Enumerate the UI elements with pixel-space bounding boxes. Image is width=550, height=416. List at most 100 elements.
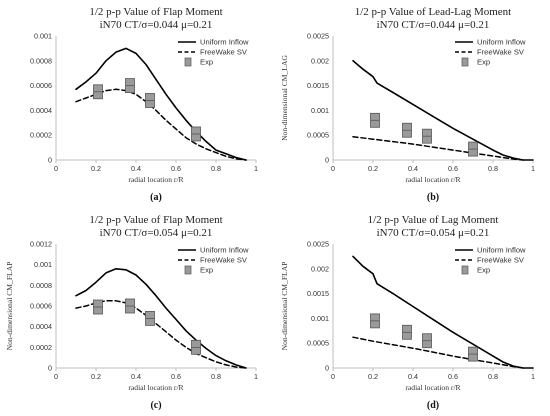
legend-marker-exp: [461, 265, 469, 275]
x-axis-label: radial location r/R: [405, 383, 461, 392]
x-tick-label: 1: [254, 372, 258, 381]
x-tick-label: 0.4: [408, 164, 418, 173]
exp-marker: [145, 311, 155, 326]
legend-label: Exp: [477, 266, 490, 275]
x-tick-label: 1: [531, 372, 535, 381]
y-tick-label: 0.0006: [30, 81, 52, 90]
exp-marker: [422, 128, 432, 144]
legend-label: Uniform Inflow: [200, 38, 249, 47]
exp-marker: [125, 78, 135, 93]
legend-label: Exp: [200, 266, 213, 275]
exp-marker: [370, 112, 380, 128]
panel-label: (b): [427, 192, 439, 203]
exp-marker: [402, 324, 412, 340]
x-tick-label: 0.8: [488, 372, 498, 381]
x-tick-label: 1: [254, 164, 258, 173]
legend-label: Exp: [477, 58, 490, 67]
y-tick-label: 0.0015: [307, 81, 329, 90]
y-tick-label: 0.0002: [30, 343, 52, 352]
exp-marker: [370, 313, 380, 329]
legend-marker-exp: [184, 57, 192, 67]
x-tick-label: 0: [331, 372, 335, 381]
chart-title: 1/2 p-p Value of Flap Moment: [89, 214, 222, 226]
series-line-freewake: [352, 336, 524, 369]
y-tick-label: 0.002: [311, 56, 329, 65]
y-tick-label: 0: [48, 156, 52, 165]
legend-marker-exp: [184, 265, 192, 275]
chart-subtitle: iN70 CT/σ=0.054 μ=0.21: [100, 227, 213, 239]
exp-marker: [93, 84, 103, 100]
chart-title: 1/2 p-p Value of Lead-Lag Moment: [355, 6, 512, 18]
panel-label: (d): [427, 400, 439, 411]
legend-label: FreeWake SV: [200, 48, 248, 57]
y-tick-label: 0.001: [34, 32, 52, 41]
exp-marker: [191, 339, 201, 355]
y-tick-label: 0.0006: [30, 302, 52, 311]
legend-label: Uniform Inflow: [477, 246, 526, 255]
chart-title: 1/2 p-p Value of Flap Moment: [89, 6, 222, 18]
x-tick-label: 0.2: [91, 372, 101, 381]
x-tick-label: 0: [331, 164, 335, 173]
x-tick-label: 0.4: [408, 372, 418, 381]
y-tick-label: 0: [325, 156, 329, 165]
exp-marker: [402, 122, 412, 138]
chart-subtitle: iN70 CT/σ=0.044 μ=0.21: [377, 19, 490, 31]
x-tick-label: 0.2: [91, 164, 101, 173]
y-tick-label: 0.0005: [307, 131, 329, 140]
x-tick-label: 0: [54, 372, 58, 381]
y-axis-label: Non-dimensional CM_FLAP: [280, 262, 289, 351]
x-axis-label: radial location r/R: [405, 175, 461, 184]
y-tick-label: 0.0008: [30, 56, 52, 65]
panel-label: (a): [150, 192, 162, 203]
x-tick-label: 0.6: [171, 372, 181, 381]
exp-marker: [468, 141, 478, 157]
x-tick-label: 0.8: [211, 164, 221, 173]
legend-marker-exp: [461, 57, 469, 67]
y-tick-label: 0.0005: [307, 339, 329, 348]
y-tick-label: 0.0012: [30, 240, 52, 249]
series-line-uniform: [352, 59, 534, 161]
exp-marker: [93, 299, 103, 315]
series-line-freewake: [352, 135, 524, 161]
y-tick-label: 0: [325, 364, 329, 373]
y-tick-label: 0.0015: [307, 289, 329, 298]
legend-label: FreeWake SV: [200, 256, 248, 265]
series-line-freewake: [75, 88, 247, 161]
legend-label: FreeWake SV: [477, 48, 525, 57]
chart-subtitle: iN70 CT/σ=0.044 μ=0.21: [100, 19, 213, 31]
chart-title: 1/2 p-p Value of Lag Moment: [368, 214, 499, 226]
y-tick-label: 0.001: [34, 260, 52, 269]
x-tick-label: 0.6: [448, 164, 458, 173]
y-tick-label: 0.001: [311, 314, 329, 323]
y-tick-label: 0.0008: [30, 281, 52, 290]
x-tick-label: 0.6: [448, 372, 458, 381]
x-axis-label: radial location r/R: [128, 175, 184, 184]
exp-marker: [191, 126, 201, 142]
x-axis-label: radial location r/R: [128, 383, 184, 392]
series-line-freewake: [75, 300, 247, 369]
x-tick-label: 0.6: [171, 164, 181, 173]
exp-marker: [125, 298, 135, 314]
panel-label: (c): [150, 400, 161, 411]
y-axis-label: Non-dimensional CM_LAG: [280, 55, 289, 141]
legend-label: Exp: [200, 58, 213, 67]
x-tick-label: 0.4: [131, 164, 141, 173]
exp-marker: [422, 333, 432, 349]
y-tick-label: 0.001: [311, 106, 329, 115]
series-line-uniform: [75, 267, 247, 369]
x-tick-label: 0.8: [211, 372, 221, 381]
x-tick-label: 0.2: [368, 372, 378, 381]
x-tick-label: 1: [531, 164, 535, 173]
legend-label: FreeWake SV: [477, 256, 525, 265]
chart-subtitle: iN70 CT/σ=0.054 μ=0.21: [377, 227, 490, 239]
y-tick-label: 0.0002: [30, 131, 52, 140]
legend-label: Uniform Inflow: [200, 246, 249, 255]
y-axis-label: Non-dimensional CM_FLAP: [5, 262, 14, 351]
